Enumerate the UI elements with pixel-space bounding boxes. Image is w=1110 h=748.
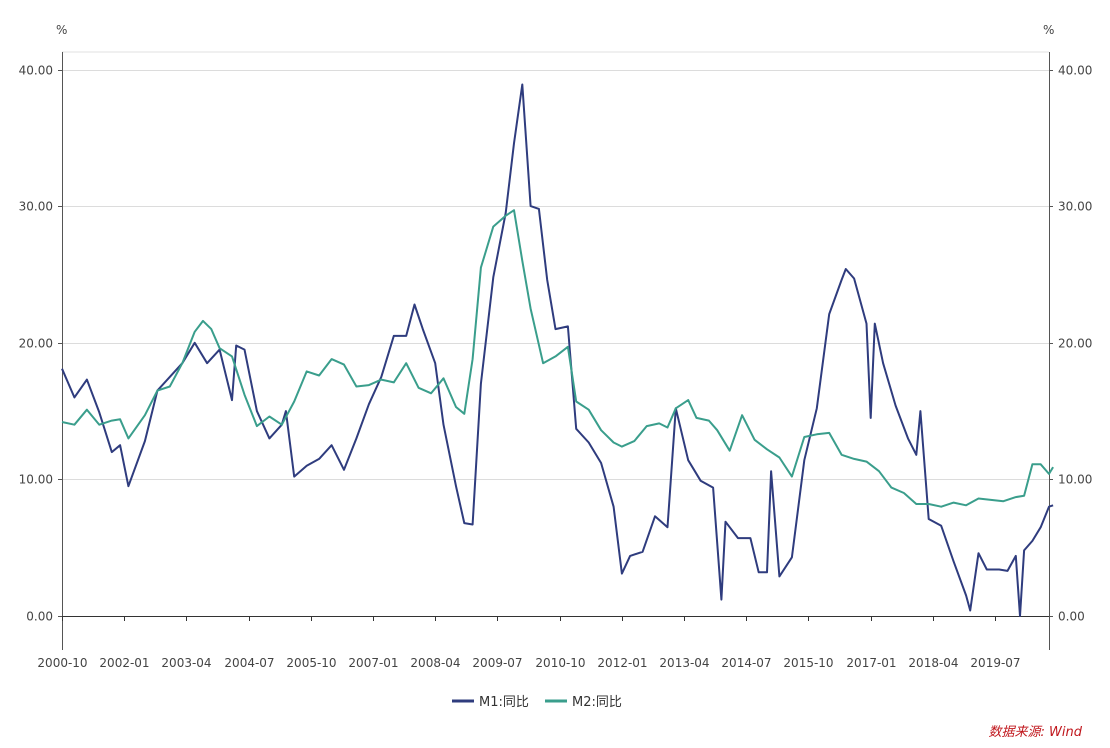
right-y-tick-label: 10.00 xyxy=(1058,473,1092,487)
data-source-note: 数据来源: Wind xyxy=(988,725,1082,740)
x-tick-label: 2003-04 xyxy=(161,656,211,670)
legend-label: M2:同比 xyxy=(572,695,622,710)
left-y-tick-label: 30.00 xyxy=(19,200,53,214)
right-y-tick-label: 20.00 xyxy=(1058,337,1092,351)
x-tick-label: 2012-01 xyxy=(597,656,647,670)
gridlines xyxy=(62,51,1049,480)
x-tick-label: 2015-10 xyxy=(783,656,833,670)
x-tick-label: 2009-07 xyxy=(472,656,522,670)
x-tick-label: 2004-07 xyxy=(224,656,274,670)
x-tick-label: 2002-01 xyxy=(99,656,149,670)
right-y-tick-label: 0.00 xyxy=(1058,610,1085,624)
x-tick-label: 2013-04 xyxy=(659,656,709,670)
right-y-tick-label: 40.00 xyxy=(1058,64,1092,78)
x-tick-label: 2005-10 xyxy=(286,656,336,670)
series-line-1 xyxy=(61,83,1054,617)
x-tick-label: 2000-10 xyxy=(37,656,87,670)
x-tick-label: 2017-01 xyxy=(846,656,896,670)
legend[interactable]: M1:同比 M2:同比 xyxy=(452,695,622,710)
right-y-tick-labels: 0.00 10.00 20.00 30.00 40.00 xyxy=(1058,64,1092,624)
left-y-tick-labels: 0.00 10.00 20.00 30.00 40.00 xyxy=(19,64,53,624)
series-lines xyxy=(61,83,1054,617)
right-y-tick-label: 30.00 xyxy=(1058,200,1092,214)
x-tick-label: 2014-07 xyxy=(721,656,771,670)
left-y-tick-label: 20.00 xyxy=(19,337,53,351)
axes xyxy=(58,52,1053,650)
x-tick-label: 2008-04 xyxy=(410,656,460,670)
right-axis-unit: % xyxy=(1043,23,1054,37)
left-y-tick-label: 10.00 xyxy=(19,473,53,487)
left-y-tick-label: 0.00 xyxy=(26,610,53,624)
x-tick-label: 2018-04 xyxy=(908,656,958,670)
legend-label: M1:同比 xyxy=(479,695,529,710)
x-tick-label: 2010-10 xyxy=(535,656,585,670)
left-axis-unit: % xyxy=(56,23,67,37)
legend-item-2[interactable]: M2:同比 xyxy=(545,695,622,710)
left-y-tick-label: 40.00 xyxy=(19,64,53,78)
x-tick-label: 2019-07 xyxy=(970,656,1020,670)
legend-item-1[interactable]: M1:同比 xyxy=(452,695,529,710)
series-line-2 xyxy=(61,209,1054,508)
x-tick-label: 2007-01 xyxy=(348,656,398,670)
x-tick-labels: 2000-10 2002-01 2003-04 2004-07 2005-10 2007-… xyxy=(37,656,1020,670)
